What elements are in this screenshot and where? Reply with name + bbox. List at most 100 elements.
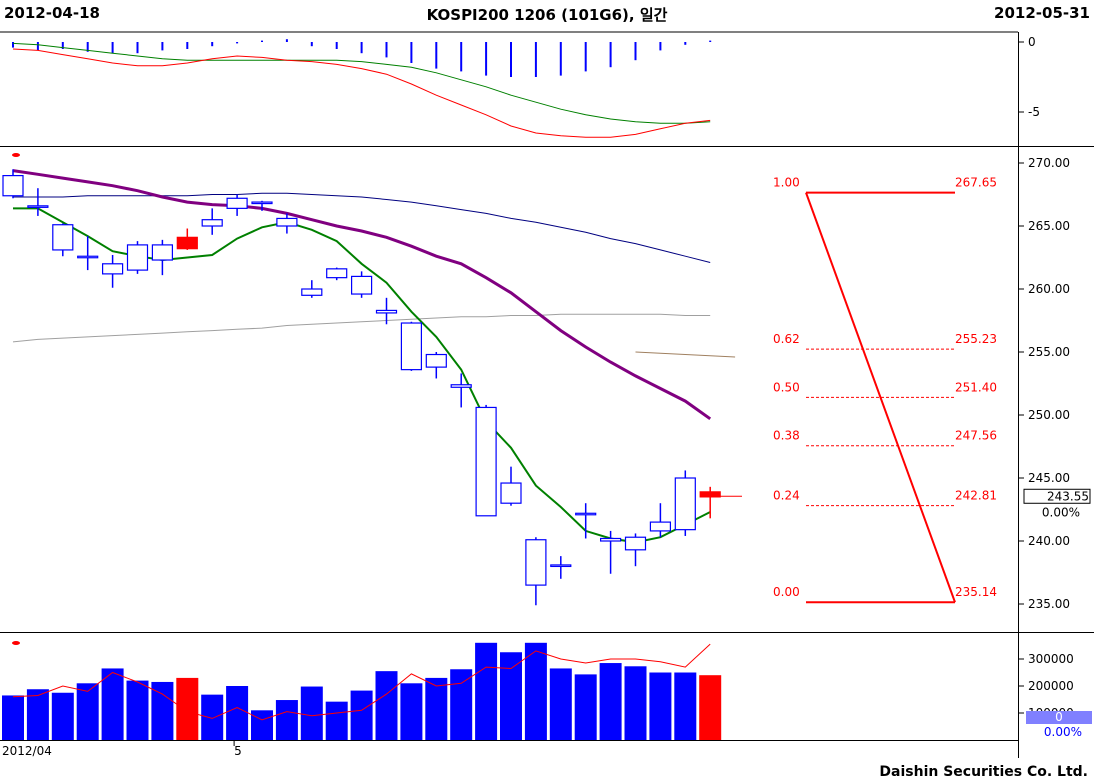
price-y-tick-label: 260.00 <box>1028 282 1070 296</box>
volume-bar <box>26 689 49 740</box>
candle-body <box>425 353 447 368</box>
fib-ratio-label: 1.00 <box>773 176 800 190</box>
last-price-value: 243.55 <box>1047 489 1089 503</box>
candle-body <box>326 268 348 279</box>
volume-bar <box>524 642 547 740</box>
macd-panel <box>12 39 712 138</box>
candle-body <box>500 482 522 504</box>
fibonacci-panel: 1.00 267.65 0.62 255.23 0.50 251.40 0.38 247.56… <box>773 176 997 604</box>
chart-title: KOSPI200 1206 (101G6), 일간 <box>426 6 668 24</box>
last-price-change: 0.00% <box>1042 505 1080 519</box>
chart-frame <box>0 31 1094 758</box>
volume-y-tick-label: 200000 <box>1028 679 1074 693</box>
candle-body <box>575 512 597 516</box>
fib-price-label: 267.65 <box>955 176 997 190</box>
candle-body <box>351 275 373 295</box>
candle <box>375 297 398 325</box>
price-y-tick-label: 270.00 <box>1028 156 1070 170</box>
candle-body <box>649 521 672 532</box>
volume-bar <box>350 690 373 740</box>
volume-average-line <box>12 643 711 721</box>
candle <box>599 530 622 574</box>
price-y-tick-label: 235.00 <box>1028 597 1070 611</box>
right-axis: 0 -5 270.00 265.00 260.00 255.00 250.00 245.00 2… <box>1018 35 1092 739</box>
volume-bar <box>624 666 647 740</box>
candle <box>151 239 173 276</box>
fib-price-label: 242.81 <box>955 489 997 503</box>
candle <box>301 280 323 298</box>
price-y-tick-label: 245.00 <box>1028 471 1070 485</box>
macd-y-tick-label: -5 <box>1028 105 1040 119</box>
price-y-tick-label: 240.00 <box>1028 534 1070 548</box>
candle <box>27 188 49 216</box>
fib-ratio-label: 0.62 <box>773 332 800 346</box>
candle <box>425 352 447 379</box>
candle-body <box>525 539 547 586</box>
candle <box>525 537 547 606</box>
fib-price-label: 255.23 <box>955 332 997 346</box>
candle <box>176 228 198 250</box>
ma20-line <box>12 169 712 421</box>
candle-body <box>450 384 472 388</box>
candle-body <box>599 537 622 542</box>
volume-bar <box>300 686 323 740</box>
start-date-label: 2012-04-18 <box>4 4 100 22</box>
volume-bar <box>450 669 473 740</box>
volume-bar <box>201 694 224 740</box>
candle <box>649 503 672 538</box>
volume-bar <box>275 700 298 740</box>
volume-bar <box>151 681 174 740</box>
volume-bar <box>674 672 697 740</box>
candle-body <box>151 244 173 261</box>
volume-bar <box>176 677 199 740</box>
candle <box>201 208 223 235</box>
candle-body <box>176 236 198 250</box>
volume-bar <box>2 695 24 740</box>
price-y-tick-label: 250.00 <box>1028 408 1070 422</box>
candle <box>550 556 572 579</box>
candle <box>674 470 696 536</box>
volume-bar <box>549 668 572 740</box>
fib-ratio-label: 0.00 <box>773 585 800 599</box>
fib-trend-line <box>805 192 956 603</box>
candle <box>226 194 248 216</box>
ma60-line <box>13 192 711 263</box>
candle-body <box>27 205 49 208</box>
volume-bar <box>400 683 423 740</box>
macd-signal-line <box>12 42 711 124</box>
fib-ratio-label: 0.24 <box>773 489 800 503</box>
candle-body <box>201 219 223 227</box>
fib-ratio-label: 0.50 <box>773 380 800 394</box>
candle <box>400 321 422 371</box>
volume-bar <box>51 692 74 740</box>
volume-bar <box>649 672 672 740</box>
candle <box>77 236 99 271</box>
volume-bar <box>101 668 124 740</box>
volume-panel-marker <box>12 641 20 645</box>
last-volume-change: 0.00% <box>1044 725 1082 739</box>
candle-body <box>674 477 696 531</box>
footer-credit: Daishin Securities Co. Ltd. <box>879 764 1088 780</box>
volume-bar <box>251 710 273 740</box>
volume-bar <box>226 686 249 740</box>
x-tick-label: 5 <box>234 744 242 758</box>
ma240-line <box>635 351 736 358</box>
volume-bar <box>76 683 99 740</box>
fib-ratio-label: 0.38 <box>773 429 800 443</box>
fib-price-label: 247.56 <box>955 429 997 443</box>
x-tick-label: 2012/04 <box>2 744 52 758</box>
ma5-line <box>13 207 711 544</box>
volume-bar <box>126 680 149 740</box>
volume-bar <box>425 677 448 740</box>
candle <box>251 200 273 211</box>
candle-body <box>375 309 398 314</box>
candle <box>2 169 24 199</box>
candle <box>326 267 348 281</box>
volume-bar <box>599 663 622 740</box>
volume-bar <box>699 675 722 740</box>
ma120-line <box>12 313 711 343</box>
last-price-box <box>1023 488 1091 504</box>
candle-body <box>226 197 248 209</box>
candle-body <box>2 175 24 197</box>
